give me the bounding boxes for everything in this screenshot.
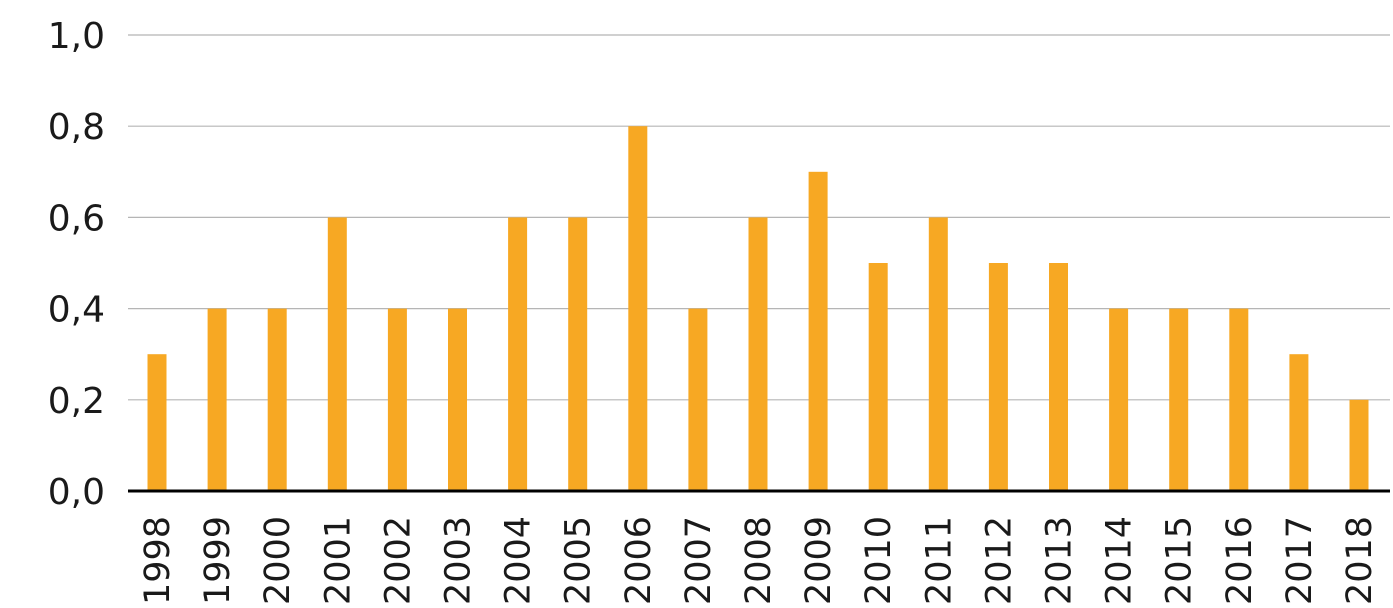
bar-2011 <box>928 217 948 491</box>
bar-2008 <box>748 217 768 491</box>
bar-2013 <box>1049 263 1068 491</box>
x-tick-label: 2017 <box>1280 516 1320 605</box>
x-tick-label: 2001 <box>318 516 358 605</box>
bar-2002 <box>387 308 407 491</box>
x-tick-label: 2006 <box>619 516 659 605</box>
bar-1998 <box>147 354 167 491</box>
bar-2007 <box>688 308 708 491</box>
x-tick-label: 2014 <box>1100 516 1140 605</box>
x-tick-label: 2011 <box>919 516 959 605</box>
x-tick-label: 2008 <box>739 516 779 605</box>
x-tick-label: 2012 <box>979 516 1019 605</box>
bar-2015 <box>1169 308 1189 491</box>
bar-2010 <box>868 263 888 491</box>
x-tick-label: 2016 <box>1220 516 1260 605</box>
bar-2012 <box>988 263 1008 491</box>
x-tick-label: 1999 <box>198 516 238 605</box>
x-tick-label: 2005 <box>559 516 599 605</box>
y-axis-tick-labels: 0,0 0,2 0,4 0,6 0,8 1,0 <box>48 16 105 513</box>
bar-1999 <box>207 308 227 491</box>
y-tick-label: 0,6 <box>48 198 105 239</box>
bar-2016 <box>1229 308 1249 491</box>
y-tick-label: 1,0 <box>48 16 105 57</box>
bar-2004 <box>508 217 528 491</box>
bar-2006 <box>628 126 648 491</box>
x-axis-tick-labels: 1998 1999 2000 2001 2002 2003 2004 2005 2006 2007… <box>138 516 1380 605</box>
bar-2009 <box>808 171 828 492</box>
bar-2003 <box>448 308 467 491</box>
x-tick-label: 2009 <box>799 516 839 605</box>
x-tick-label: 2004 <box>499 516 539 605</box>
x-tick-label: 1998 <box>138 516 178 605</box>
bars <box>147 126 1369 492</box>
x-tick-label: 2003 <box>439 516 479 605</box>
bar-2014 <box>1109 308 1129 491</box>
x-tick-label: 2013 <box>1040 516 1080 605</box>
bar-2017 <box>1289 354 1309 491</box>
x-tick-label: 2010 <box>859 516 899 605</box>
y-tick-label: 0,4 <box>48 290 105 331</box>
y-tick-label: 0,8 <box>48 107 105 148</box>
x-tick-label: 2002 <box>378 516 418 605</box>
bar-2001 <box>327 217 347 491</box>
x-tick-label: 2015 <box>1160 516 1200 605</box>
y-tick-label: 0,0 <box>48 472 105 513</box>
bar-2005 <box>568 217 588 491</box>
bar-2018 <box>1349 399 1369 491</box>
x-tick-label: 2000 <box>258 516 298 605</box>
bar-2000 <box>267 308 287 491</box>
x-tick-label: 2007 <box>679 516 719 605</box>
x-tick-label: 2018 <box>1340 516 1380 605</box>
y-tick-label: 0,2 <box>48 381 105 422</box>
